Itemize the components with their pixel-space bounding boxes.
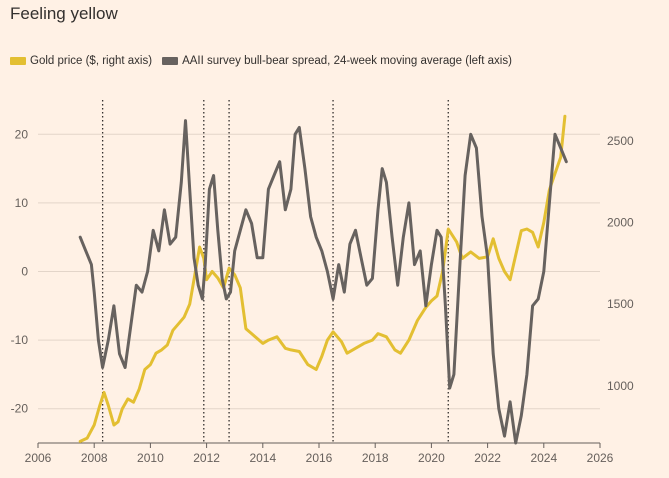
x-tick-label: 2006 [25,451,52,465]
y-left-tick-label: 0 [21,265,28,279]
legend: Gold price ($, right axis) AAII survey b… [10,55,522,67]
legend-item-aaii: AAII survey bull-bear spread, 24-week mo… [162,55,512,67]
x-tick-label: 2014 [249,451,276,465]
y-right-tick-label: 1000 [607,379,634,393]
legend-swatch-gold [10,57,26,65]
legend-item-gold: Gold price ($, right axis) [10,55,152,67]
y-left-tick-label: 20 [15,127,29,141]
y-left-tick-label: 10 [15,196,29,210]
x-tick-label: 2020 [418,451,445,465]
x-tick-label: 2012 [193,451,220,465]
x-tick-label: 2018 [362,451,389,465]
x-tick-label: 2010 [137,451,164,465]
x-tick-label: 2022 [474,451,501,465]
y-left-tick-label: -20 [11,402,29,416]
legend-label-aaii: AAII survey bull-bear spread, 24-week mo… [182,55,512,67]
x-tick-label: 2026 [587,451,614,465]
y-right-tick-label: 1500 [607,297,634,311]
legend-swatch-aaii [162,57,179,65]
x-tick-label: 2016 [306,451,333,465]
chart-title: Feeling yellow [10,4,118,23]
y-right-tick-label: 2000 [607,216,634,230]
y-right-tick-label: 2500 [607,134,634,148]
gold-price-line [78,114,567,443]
aaii-spread-line [78,119,568,445]
y-left-tick-label: -10 [11,333,29,347]
legend-label-gold: Gold price ($, right axis) [30,55,153,67]
x-tick-label: 2024 [530,451,557,465]
x-tick-label: 2008 [81,451,108,465]
